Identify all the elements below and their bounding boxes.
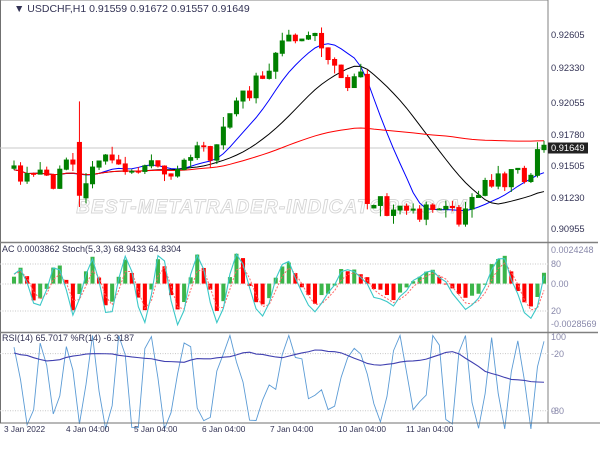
svg-text:11 Jan 04:00: 11 Jan 04:00	[406, 424, 454, 434]
svg-text:-0.0028569: -0.0028569	[551, 319, 597, 329]
svg-text:0.92055: 0.92055	[551, 98, 585, 108]
svg-text:4 Jan 04:00: 4 Jan 04:00	[66, 424, 110, 434]
svg-text:0: 0	[551, 406, 556, 416]
svg-text:-20: -20	[551, 349, 564, 359]
svg-text:10 Jan 04:00: 10 Jan 04:00	[338, 424, 386, 434]
svg-text:0.0024248: 0.0024248	[551, 245, 594, 255]
svg-text:0.00: 0.00	[551, 279, 569, 289]
svg-text:▼ USDCHF,H1 0.91559 0.91672 0: ▼ USDCHF,H1 0.91559 0.91672 0.91557 0.91…	[14, 3, 250, 15]
svg-text:100: 100	[551, 332, 566, 342]
svg-text:20: 20	[551, 306, 561, 316]
svg-text:5 Jan 04:00: 5 Jan 04:00	[134, 424, 178, 434]
svg-text:0.92330: 0.92330	[551, 63, 585, 73]
svg-text:AC 0.0003862 Stoch(5,3,3) 68.: AC 0.0003862 Stoch(5,3,3) 68.9433 64.830…	[2, 244, 181, 254]
svg-text:80: 80	[551, 259, 561, 269]
svg-text:7 Jan 04:00: 7 Jan 04:00	[270, 424, 314, 434]
svg-text:0.92605: 0.92605	[551, 30, 585, 40]
svg-text:0.91505: 0.91505	[551, 161, 585, 171]
svg-text:0.91780: 0.91780	[551, 130, 585, 140]
svg-text:0.90955: 0.90955	[551, 224, 585, 234]
svg-text:0.91230: 0.91230	[551, 193, 585, 203]
svg-text:3 Jan 2022: 3 Jan 2022	[4, 424, 45, 434]
svg-text:RSI(14) 65.7017 %R(14) -6.318: RSI(14) 65.7017 %R(14) -6.3187	[2, 333, 134, 343]
svg-text:6 Jan 04:00: 6 Jan 04:00	[202, 424, 246, 434]
svg-text:0.91649: 0.91649	[551, 143, 585, 153]
